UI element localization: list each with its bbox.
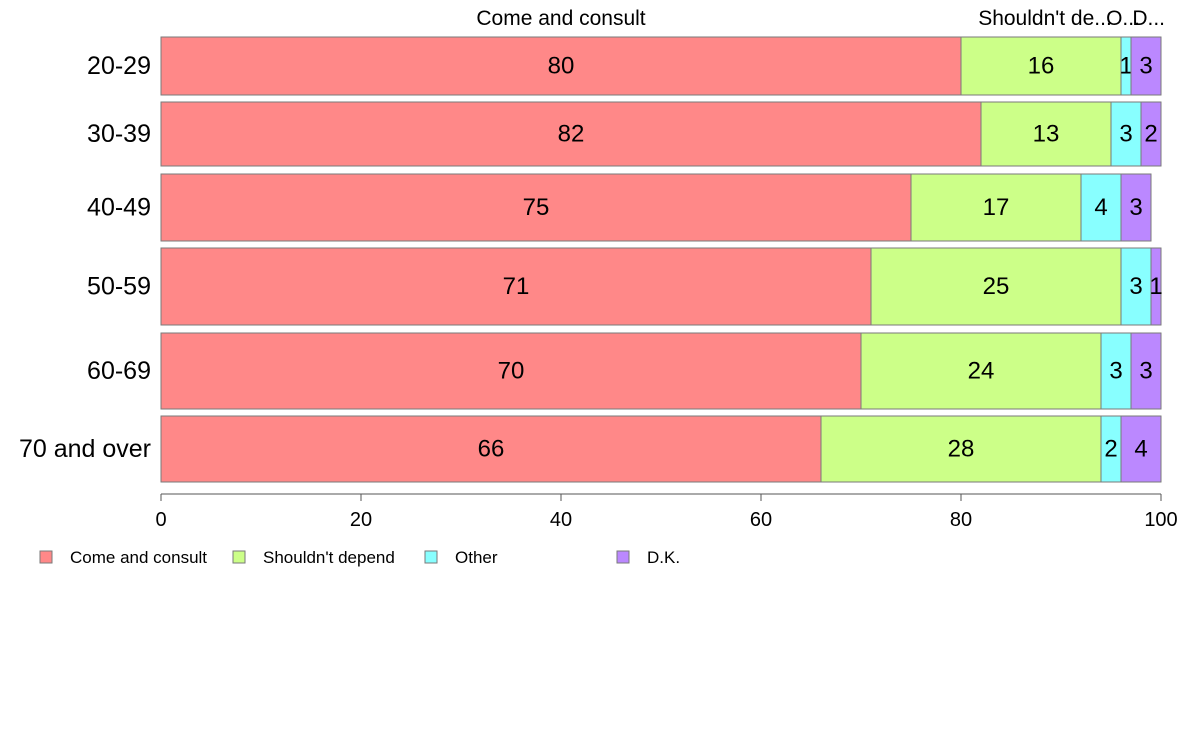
- bar-value-label: 1: [1149, 273, 1162, 300]
- bar-value-label: 3: [1139, 358, 1152, 385]
- bar-value-label: 28: [948, 436, 975, 463]
- bar-value-label: 25: [983, 273, 1010, 300]
- bar-value-label: 82: [558, 121, 585, 148]
- bar-value-label: 2: [1104, 436, 1117, 463]
- bar-segment-other: [1100, 332, 1132, 410]
- series-header-label: O...: [1106, 7, 1140, 30]
- legend-swatch-other: [424, 550, 438, 564]
- x-axis: 0 20 40 60 80 100: [155, 493, 1178, 531]
- bar-segment-shouldn-t-depend: [860, 332, 1102, 410]
- category-labels: 20-29 30-39 40-49 50-59 60-69 70 and over: [19, 52, 151, 463]
- bar-value-label: 16: [1028, 53, 1055, 80]
- x-tick-label: 0: [155, 509, 166, 531]
- legend-label: Other: [455, 548, 498, 567]
- bar-value-label: 1: [1119, 53, 1132, 80]
- bar-value-label: 17: [983, 194, 1010, 221]
- category-label: 60-69: [87, 357, 151, 385]
- x-tick-label: 20: [350, 509, 372, 531]
- legend-label: Come and consult: [70, 548, 207, 567]
- bar-segment-other: [1120, 247, 1152, 326]
- bar-value-label: 71: [503, 273, 530, 300]
- category-label: 20-29: [87, 52, 151, 80]
- bar-segment-d-k: [1150, 247, 1162, 326]
- bar-value-label: 24: [968, 358, 995, 385]
- x-tick-label: 40: [550, 509, 572, 531]
- bar-value-label: 3: [1119, 121, 1132, 148]
- bar-value-label: 80: [548, 53, 575, 80]
- bar-segment-d-k: [1120, 173, 1152, 242]
- bar-segment-come-and-consult: [160, 101, 982, 167]
- bar-value-label: 66: [478, 436, 505, 463]
- legend-swatch-shouldn-t-depend: [232, 550, 246, 564]
- bar-area: 80 16 1 382 13 3 275 17 4 371 25 3 170 24 3 366 28 2 4: [160, 36, 1163, 483]
- bar-value-label: 3: [1129, 273, 1142, 300]
- series-header-labels: Come and consult Shouldn't de...O...D...: [476, 7, 1165, 30]
- bar-value-label: 70: [498, 358, 525, 385]
- bar-value-label: 13: [1033, 121, 1060, 148]
- bar-value-label: 4: [1094, 194, 1107, 221]
- series-header-label: D...: [1132, 7, 1165, 30]
- legend-swatch-come-and-consult: [39, 550, 53, 564]
- bar-value-label: 3: [1129, 194, 1142, 221]
- bar-value-label: 3: [1139, 53, 1152, 80]
- series-header-label: Come and consult: [476, 7, 645, 30]
- category-label: 30-39: [87, 120, 151, 148]
- bar-segment-shouldn-t-depend: [870, 247, 1122, 326]
- bar-value-label: 2: [1144, 121, 1157, 148]
- bar-segment-come-and-consult: [160, 415, 822, 483]
- bar-segment-shouldn-t-depend: [980, 101, 1112, 167]
- bar-value-label: 4: [1134, 436, 1147, 463]
- bar-segment-shouldn-t-depend: [820, 415, 1102, 483]
- bar-segment-shouldn-t-depend: [960, 36, 1122, 96]
- bar-segment-come-and-consult: [160, 173, 912, 242]
- bar-segment-come-and-consult: [160, 247, 872, 326]
- bar-value-label: 75: [523, 194, 550, 221]
- bar-segment-d-k: [1130, 332, 1162, 410]
- series-header-label: Shouldn't de...: [978, 7, 1112, 30]
- category-label: 70 and over: [19, 435, 151, 463]
- bar-segment-other: [1080, 173, 1122, 242]
- category-label: 50-59: [87, 273, 151, 301]
- x-tick-label: 60: [750, 509, 772, 531]
- bar-segment-d-k: [1140, 101, 1162, 167]
- bar-segment-shouldn-t-depend: [910, 173, 1082, 242]
- legend-swatch-d-k: [616, 550, 630, 564]
- bar-segment-d-k: [1130, 36, 1162, 96]
- x-tick-label: 80: [950, 509, 972, 531]
- legend-label: D.K.: [647, 548, 680, 567]
- x-tick-label: 100: [1144, 509, 1177, 531]
- legend: Come and consult Shouldn't depend Other D.K…: [39, 548, 680, 567]
- legend-label: Shouldn't depend: [263, 548, 395, 567]
- category-label: 40-49: [87, 194, 151, 222]
- bar-segment-come-and-consult: [160, 332, 862, 410]
- bar-value-label: 3: [1109, 358, 1122, 385]
- bar-segment-d-k: [1120, 415, 1162, 483]
